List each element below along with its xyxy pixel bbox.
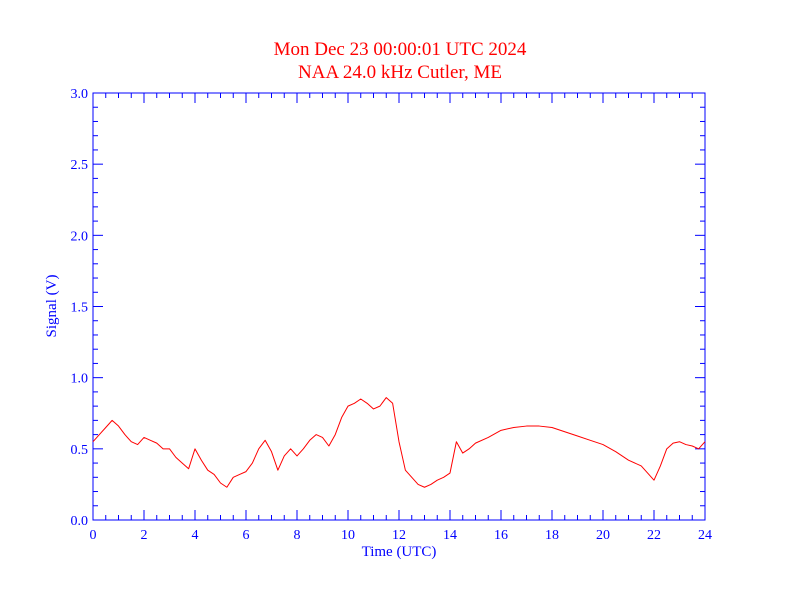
x-tick-label: 12 xyxy=(392,528,406,543)
x-axis-label: Time (UTC) xyxy=(362,544,437,560)
y-tick-label: 0.5 xyxy=(71,443,89,458)
chart-subtitle: NAA 24.0 kHz Cutler, ME xyxy=(298,62,502,83)
x-tick-label: 16 xyxy=(494,528,508,543)
y-axis-tick-labels: 0.0 0.5 1.0 1.5 2.0 2.5 3.0 xyxy=(71,87,89,529)
x-axis-tick-labels: 0 2 4 6 8 10 12 14 16 18 20 22 24 xyxy=(90,528,713,543)
x-tick-label: 24 xyxy=(698,528,712,543)
x-tick-label: 22 xyxy=(647,528,661,543)
x-tick-label: 14 xyxy=(443,528,457,543)
y-tick-label: 2.5 xyxy=(71,158,89,173)
y-tick-label: 0.0 xyxy=(71,514,89,529)
x-tick-label: 18 xyxy=(545,528,559,543)
y-tick-label: 2.0 xyxy=(71,229,89,244)
y-axis-ticks xyxy=(93,92,705,521)
y-axis-label: Signal (V) xyxy=(44,275,60,338)
series-group xyxy=(92,397,706,488)
x-tick-label: 4 xyxy=(192,528,199,543)
chart-title: Mon Dec 23 00:00:01 UTC 2024 xyxy=(274,39,527,60)
x-tick-label: 2 xyxy=(141,528,148,543)
x-tick-label: 0 xyxy=(90,528,97,543)
y-tick-label: 3.0 xyxy=(71,87,89,102)
x-tick-label: 10 xyxy=(341,528,355,543)
y-tick-label: 1.5 xyxy=(71,301,89,316)
series-line xyxy=(92,397,706,488)
x-tick-label: 6 xyxy=(243,528,250,543)
y-tick-label: 1.0 xyxy=(71,372,89,387)
x-tick-label: 8 xyxy=(294,528,301,543)
x-axis-ticks xyxy=(92,93,706,520)
x-tick-label: 20 xyxy=(596,528,610,543)
